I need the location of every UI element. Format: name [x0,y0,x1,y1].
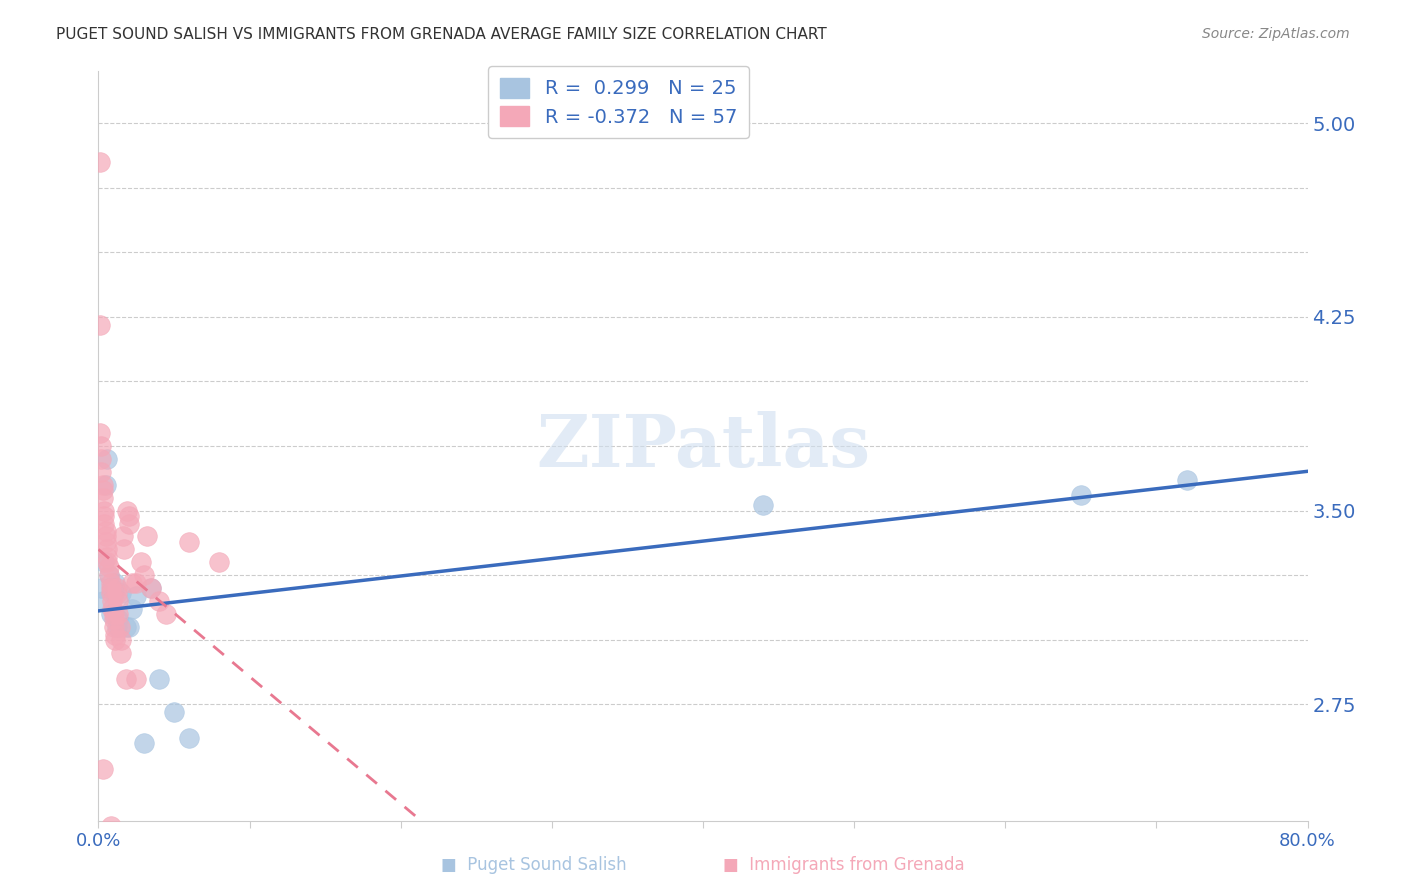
Point [112,542,135,557]
Point [752,499,775,513]
Point [90,451,112,466]
Point [89,154,111,169]
Point [94,534,117,549]
Point [105,586,128,600]
Point [148,672,170,686]
Point [141,581,163,595]
Point [94,524,117,539]
Point [98,568,121,582]
Point [96,542,118,557]
Point [125,672,148,686]
Point [141,581,163,595]
Point [103,612,125,626]
Point [94,477,117,491]
Point [121,601,143,615]
Point [115,503,138,517]
Point [98,568,121,582]
Point [1070,488,1092,502]
Point [93,555,115,569]
Point [129,555,152,569]
Text: ■  Immigrants from Grenada: ■ Immigrants from Grenada [723,856,965,874]
Text: Source: ZipAtlas.com: Source: ZipAtlas.com [1202,27,1350,41]
Point [163,705,186,719]
Point [121,576,143,591]
Point [111,529,134,543]
Point [90,439,112,453]
Point [94,529,117,543]
Point [135,529,157,543]
Legend: R =  0.299   N = 25, R = -0.372   N = 57: R = 0.299 N = 25, R = -0.372 N = 57 [488,66,748,138]
Point [110,586,132,600]
Point [132,568,155,582]
Point [208,555,231,569]
Point [132,736,155,750]
Point [104,632,127,647]
Point [101,601,124,615]
Point [125,576,148,591]
Point [105,581,128,595]
Point [91,762,114,776]
Point [107,594,129,608]
Point [107,607,129,621]
Point [118,508,141,523]
Point [100,581,122,595]
Point [101,581,124,595]
Point [104,627,127,641]
Text: ZIPatlas: ZIPatlas [536,410,870,482]
Point [179,534,201,549]
Point [110,860,132,874]
Point [96,555,118,569]
Point [91,491,114,505]
Point [93,503,115,517]
Point [179,731,201,745]
Point [89,318,111,332]
Point [91,477,114,491]
Point [118,516,141,531]
Point [110,632,132,647]
Point [100,819,122,833]
Point [107,612,129,626]
Point [104,576,127,591]
Point [96,550,118,565]
Point [91,594,114,608]
Point [100,586,122,600]
Point [91,483,114,497]
Point [105,620,128,634]
Point [93,516,115,531]
Point [98,560,121,574]
Point [93,508,115,523]
Point [110,646,132,660]
Point [103,620,125,634]
Point [148,594,170,608]
Text: ■  Puget Sound Salish: ■ Puget Sound Salish [441,856,627,874]
Point [114,620,136,634]
Point [96,451,118,466]
Point [114,672,136,686]
Point [118,620,141,634]
Point [125,589,148,603]
Text: PUGET SOUND SALISH VS IMMIGRANTS FROM GRENADA AVERAGE FAMILY SIZE CORRELATION CH: PUGET SOUND SALISH VS IMMIGRANTS FROM GR… [56,27,827,42]
Point [100,607,122,621]
Point [101,594,124,608]
Point [103,586,125,600]
Point [103,607,125,621]
Point [90,581,112,595]
Point [1175,473,1198,487]
Point [108,620,131,634]
Point [89,426,111,441]
Point [155,607,177,621]
Point [90,465,112,479]
Point [100,576,122,591]
